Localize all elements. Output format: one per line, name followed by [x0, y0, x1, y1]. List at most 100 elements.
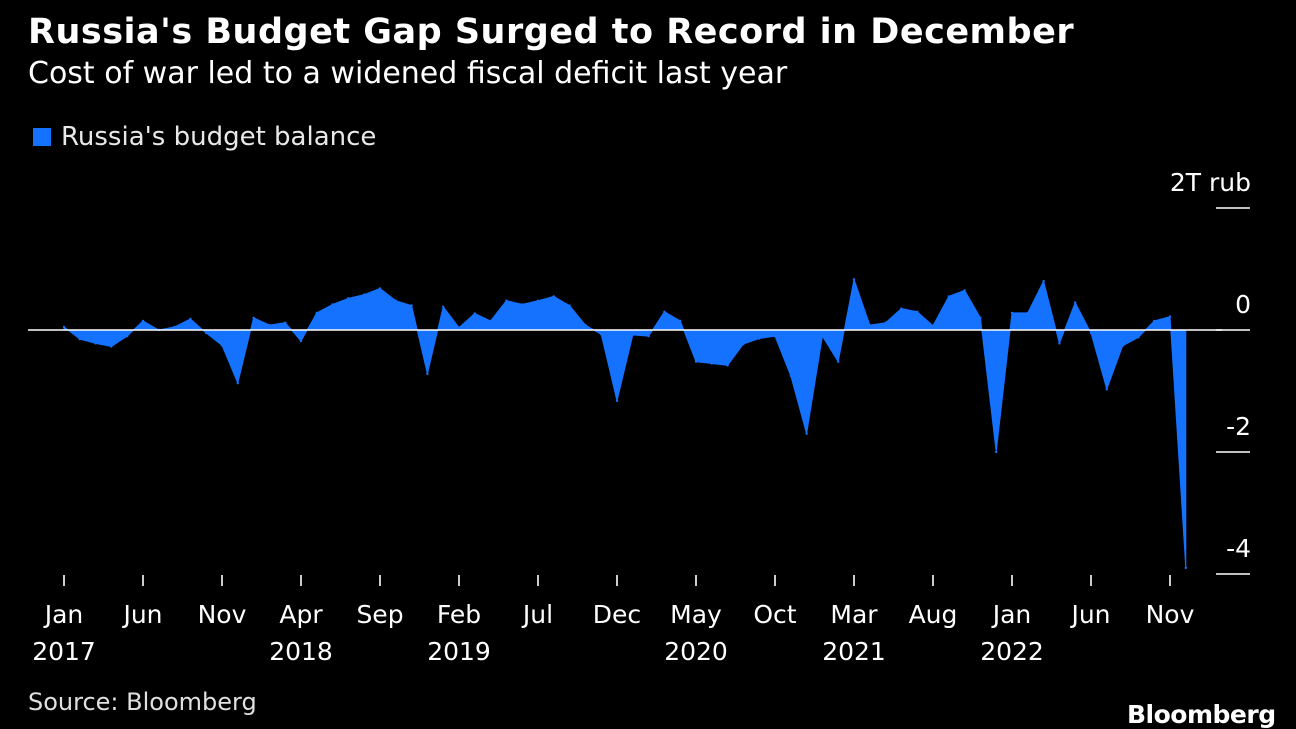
data-point — [268, 323, 271, 327]
data-point — [773, 334, 777, 338]
data-point — [189, 317, 192, 321]
data-point — [789, 374, 792, 377]
data-point — [426, 372, 429, 376]
legend-swatch — [33, 128, 51, 146]
data-point — [1026, 311, 1030, 315]
data-point — [615, 399, 619, 402]
y-tick-label: -4 — [1226, 534, 1251, 563]
data-point — [947, 295, 950, 298]
data-point — [1042, 280, 1045, 283]
x-tick-label: May — [670, 600, 722, 629]
y-tick-label: 0 — [1235, 290, 1251, 319]
data-point — [931, 324, 935, 327]
data-point — [473, 312, 476, 315]
series-area — [63, 277, 1187, 568]
data-point — [805, 432, 808, 435]
data-point — [173, 325, 176, 329]
x-tick-label: Jun — [121, 600, 162, 629]
data-point — [489, 319, 492, 323]
data-point — [1089, 331, 1093, 335]
data-point — [916, 310, 919, 313]
bloomberg-logo: Bloomberg — [1127, 700, 1276, 729]
data-point — [679, 319, 682, 323]
data-point — [442, 305, 445, 308]
data-point — [663, 310, 666, 313]
data-point — [821, 334, 824, 338]
data-point — [584, 323, 587, 327]
data-point — [647, 334, 650, 338]
x-tick-year-label: 2022 — [980, 637, 1044, 666]
data-point — [394, 299, 397, 302]
x-tick-label: Sep — [356, 600, 403, 629]
data-point — [758, 337, 761, 340]
data-point — [284, 321, 287, 324]
data-point — [363, 293, 366, 296]
x-tick-label: Jul — [521, 600, 553, 629]
chart-title: Russia's Budget Gap Surged to Record in … — [28, 12, 1075, 52]
data-point — [852, 278, 856, 281]
x-tick-label: Apr — [279, 600, 323, 629]
data-point — [126, 334, 129, 338]
data-point — [347, 297, 350, 300]
data-point — [1121, 344, 1124, 348]
x-tick-year-label: 2020 — [664, 637, 728, 666]
axis-layer: 2T rub 0 -2 -4 Jan 2017 Jun Nov Apr 2018 Sep Feb 201… — [28, 168, 1251, 666]
data-point — [884, 321, 887, 324]
chart-subtitle: Cost of war led to a widened fiscal defi… — [28, 56, 788, 91]
data-point — [331, 303, 334, 306]
x-tick-label: Nov — [1146, 600, 1195, 629]
data-point — [1058, 342, 1061, 345]
data-point — [631, 333, 634, 337]
data-point — [963, 289, 966, 292]
y-tick-label: -2 — [1226, 412, 1251, 441]
y-tick-label: 2T rub — [1170, 168, 1251, 197]
data-point — [979, 316, 982, 319]
legend: Russia's budget balance — [33, 122, 376, 152]
data-point — [315, 311, 318, 315]
x-tick-label: Jan — [43, 600, 84, 629]
data-point — [521, 303, 524, 306]
data-point — [1105, 388, 1109, 391]
data-point — [78, 337, 82, 341]
data-point — [600, 333, 603, 336]
x-tick-label: Feb — [437, 600, 481, 629]
data-point — [252, 316, 255, 319]
data-point — [457, 326, 461, 329]
data-point — [726, 364, 729, 367]
data-point — [995, 450, 998, 454]
data-point — [868, 323, 871, 327]
data-point — [505, 299, 508, 302]
data-point — [1184, 566, 1188, 570]
data-point — [141, 319, 145, 323]
data-point — [837, 360, 840, 363]
data-point — [1074, 301, 1077, 304]
data-point — [900, 307, 903, 310]
x-tick-label: Jun — [1069, 600, 1110, 629]
data-point — [536, 299, 540, 302]
data-point — [710, 362, 713, 365]
data-point — [205, 331, 208, 335]
x-tick-year-label: 2019 — [427, 637, 491, 666]
x-tick-year-label: 2017 — [32, 637, 96, 666]
legend-label: Russia's budget balance — [61, 122, 377, 152]
data-point — [1153, 319, 1156, 323]
data-point — [1137, 336, 1140, 339]
data-point — [1168, 315, 1172, 318]
x-tick-label: Oct — [753, 600, 796, 629]
data-point — [110, 345, 113, 348]
x-tick-label: Jan — [991, 600, 1032, 629]
x-tick-label: Mar — [830, 600, 878, 629]
data-point — [1010, 311, 1014, 315]
data-point — [410, 304, 413, 307]
source-note: Source: Bloomberg — [28, 688, 257, 716]
x-tick-label: Aug — [909, 600, 958, 629]
data-point — [742, 342, 745, 346]
data-point — [299, 339, 303, 343]
data-point — [220, 344, 224, 347]
data-point — [552, 295, 555, 298]
data-point — [94, 342, 97, 345]
data-point — [236, 381, 239, 385]
x-tick-year-label: 2021 — [822, 637, 886, 666]
x-tick-year-label: 2018 — [269, 637, 333, 666]
